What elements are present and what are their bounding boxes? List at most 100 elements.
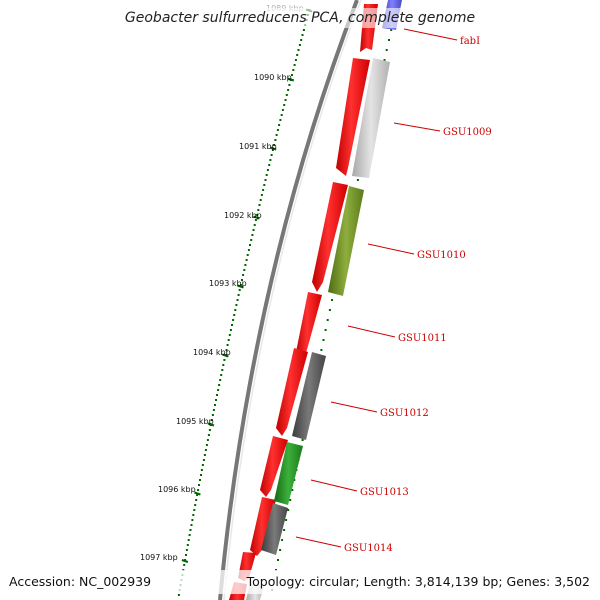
ruler-dot (194, 504, 197, 506)
ruler-dot (278, 124, 281, 126)
ruler-dot (264, 179, 267, 181)
ruler-dot (246, 254, 249, 256)
guide-dot (331, 299, 333, 301)
ruler-dots (177, 9, 311, 596)
ruler-dot (192, 514, 195, 516)
ruler-dot (223, 359, 226, 361)
ruler-dot (225, 349, 228, 351)
ruler-dot (285, 94, 288, 96)
ruler-dot (244, 264, 247, 266)
ruler-dot (287, 89, 290, 91)
ruler-dot (185, 554, 187, 556)
ruler-dot (183, 564, 186, 566)
leader-line (347, 325, 396, 338)
gene-box-gsu1012 (292, 352, 326, 440)
guide-dot (385, 49, 388, 51)
ruler-dot (254, 219, 257, 221)
cds-track (229, 4, 378, 600)
leader-line (295, 536, 342, 548)
ruler-dot (211, 414, 214, 416)
ruler-dot (273, 144, 276, 146)
ruler-dot (197, 489, 200, 491)
ruler-dot (201, 464, 204, 466)
gene-label-gsu1013: GSU1013 (360, 487, 409, 498)
gene-label-gsu1011: GSU1011 (398, 333, 447, 344)
ruler-dot (249, 244, 251, 246)
ruler-dot (188, 534, 191, 536)
guide-dot (283, 529, 286, 531)
ruler-dot (300, 39, 303, 41)
ruler-dot (210, 419, 213, 421)
gene-box-gsu1013 (274, 442, 303, 505)
ruler-label: 1092 kbp (224, 211, 262, 220)
leader-line (310, 479, 358, 492)
backbone-arc-inner (223, 0, 362, 600)
gene-box-gsu1009 (352, 58, 390, 178)
ruler-tick (207, 422, 215, 427)
ruler-dot (190, 524, 193, 526)
guide-dot (281, 539, 284, 541)
ruler-dot (297, 49, 300, 51)
ruler-dot (298, 44, 301, 46)
ruler-label: 1097 kbp (140, 553, 178, 562)
guide-dot (388, 39, 390, 41)
ruler-dot (262, 189, 265, 191)
gene-label-fabi: fabI (460, 36, 480, 47)
ruler-dot (235, 304, 238, 306)
gene-label-gsu1009: GSU1009 (443, 127, 492, 138)
ruler-dot (208, 429, 211, 431)
ruler-dot (275, 134, 278, 136)
ruler-dot (189, 529, 192, 531)
guide-dot (279, 549, 282, 551)
ruler-dot (187, 539, 190, 541)
ruler-dot (247, 249, 250, 251)
ruler-dot (220, 374, 223, 376)
ruler-dot (198, 484, 200, 486)
ruler-dot (296, 54, 299, 56)
ruler-dot (229, 329, 232, 331)
ruler-dot (236, 299, 239, 301)
ruler-dot (196, 494, 199, 496)
ruler-dot (291, 74, 293, 76)
ruler-dot (186, 544, 189, 546)
ruler-label: 1091 kbp (239, 142, 277, 151)
label-leaders (295, 28, 458, 548)
leader-line (403, 28, 458, 41)
guide-dot (324, 329, 327, 331)
guide-dot (291, 489, 294, 491)
guide-dot (326, 319, 329, 321)
ruler-dot (238, 289, 241, 291)
ruler-dot (206, 439, 209, 441)
guide-dot (289, 499, 292, 501)
ruler-dot (241, 279, 243, 281)
ruler-dot (274, 139, 277, 141)
ruler-dot (293, 64, 296, 66)
ruler-dot (284, 99, 287, 101)
ruler-label: 1090 kbp (254, 73, 292, 82)
ruler-dot (258, 204, 261, 206)
ruler-dot (193, 509, 196, 511)
ruler-tick (237, 284, 244, 289)
ruler-dot (227, 339, 230, 341)
ruler-dot (288, 84, 291, 86)
ruler-tick (222, 353, 229, 358)
ruler-dot (219, 379, 222, 381)
cds-arrow (276, 348, 308, 436)
ruler-dot (231, 324, 233, 326)
ruler-dot (252, 229, 255, 231)
ruler-dot (207, 434, 210, 436)
ruler-dot (302, 29, 305, 31)
ruler-dot (237, 294, 240, 296)
ruler-dot (271, 149, 274, 151)
guide-dot (320, 349, 323, 351)
ruler-label: 1096 kbp (158, 485, 196, 494)
leader-line (393, 122, 441, 132)
ruler-tick (269, 146, 277, 151)
guide-dot (356, 179, 359, 181)
ruler-tick (287, 77, 295, 82)
ruler-dot (233, 314, 236, 316)
ruler-dot (177, 594, 180, 596)
ruler-dot (222, 364, 225, 366)
ruler-dot (191, 519, 194, 521)
gene-box-gsu1014 (261, 503, 288, 555)
